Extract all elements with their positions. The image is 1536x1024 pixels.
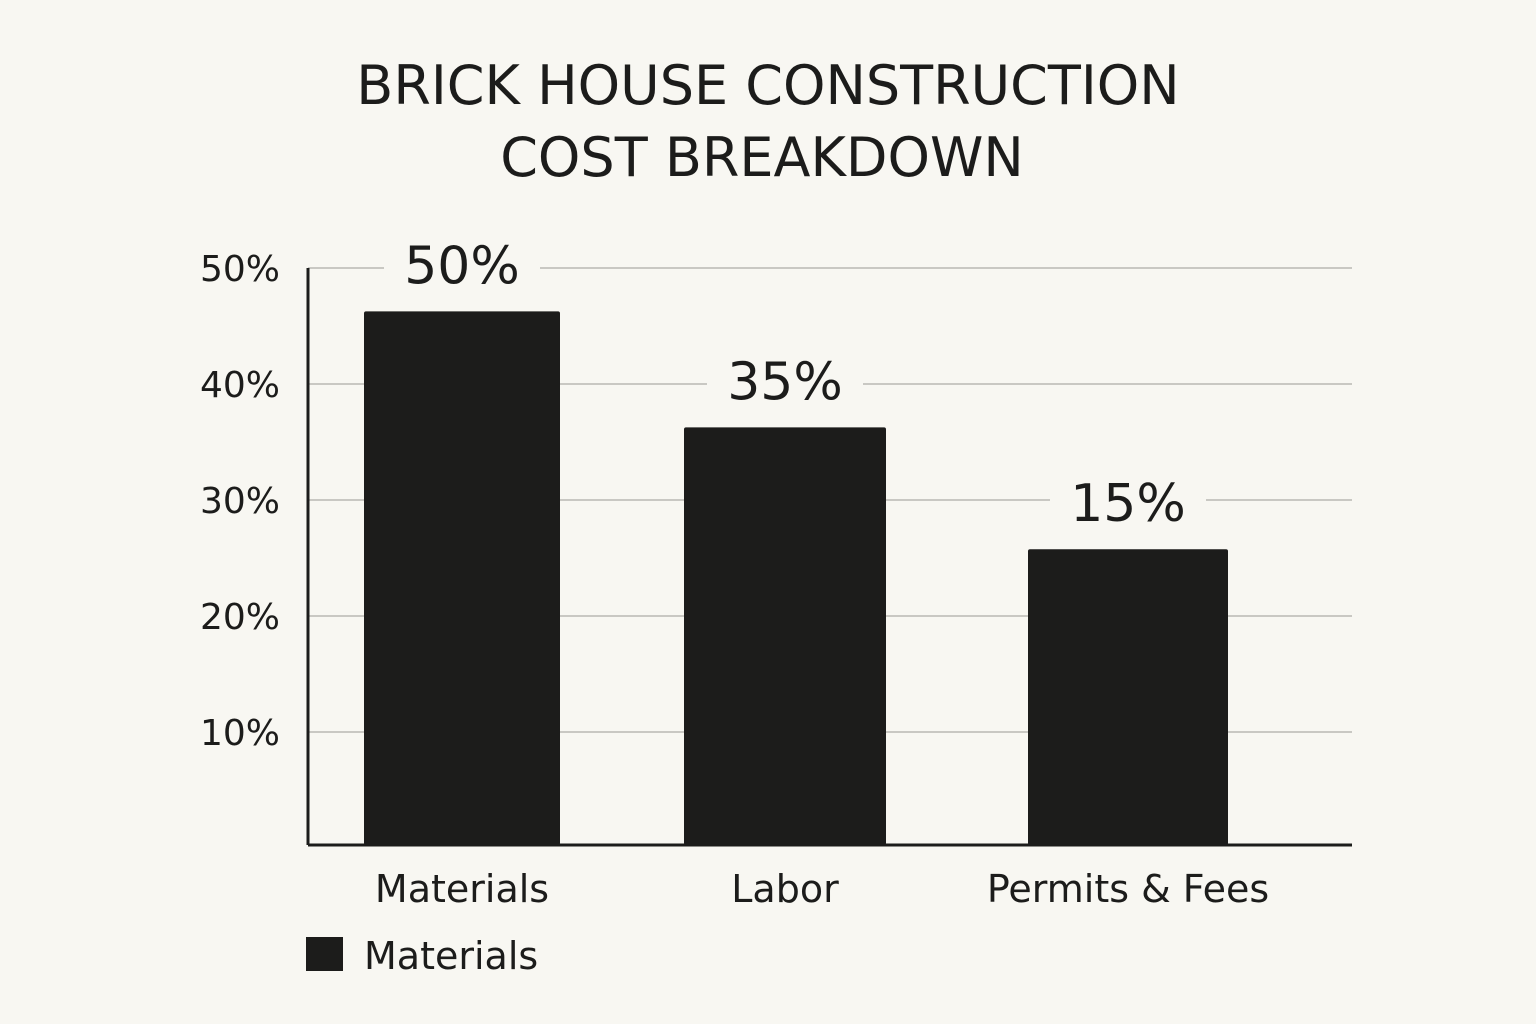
data-label-background bbox=[384, 231, 540, 296]
legend-swatch-materials bbox=[306, 937, 343, 971]
bar-labor bbox=[684, 427, 886, 845]
y-tick-label: 20% bbox=[200, 597, 280, 638]
y-axis-ticks: 10% 20% 30% 40% 50% bbox=[200, 249, 280, 754]
y-tick-label: 30% bbox=[200, 481, 280, 522]
legend: Materials bbox=[306, 934, 538, 978]
data-label-background bbox=[1050, 469, 1206, 534]
data-label: 15% bbox=[1070, 474, 1186, 534]
y-tick-label: 50% bbox=[200, 249, 280, 290]
data-label: 50% bbox=[404, 236, 520, 296]
y-tick-label: 40% bbox=[200, 365, 280, 406]
bars bbox=[364, 311, 1228, 845]
chart-title-line-1: BRICK HOUSE CONSTRUCTION bbox=[356, 54, 1179, 117]
bar-materials bbox=[364, 311, 560, 845]
legend-label-materials: Materials bbox=[364, 934, 538, 978]
y-tick-label: 10% bbox=[200, 713, 280, 754]
chart-title-line-2: COST BREAKDOWN bbox=[500, 126, 1024, 189]
bar-permits-fees bbox=[1028, 549, 1228, 845]
data-label: 35% bbox=[727, 352, 843, 412]
data-labels: 50% 35% 15% bbox=[384, 231, 1206, 534]
x-category-label: Permits & Fees bbox=[987, 867, 1269, 911]
x-category-label: Materials bbox=[375, 867, 549, 911]
x-category-label: Labor bbox=[731, 867, 839, 911]
data-label-background bbox=[707, 347, 863, 412]
x-axis-categories: Materials Labor Permits & Fees bbox=[375, 867, 1269, 911]
